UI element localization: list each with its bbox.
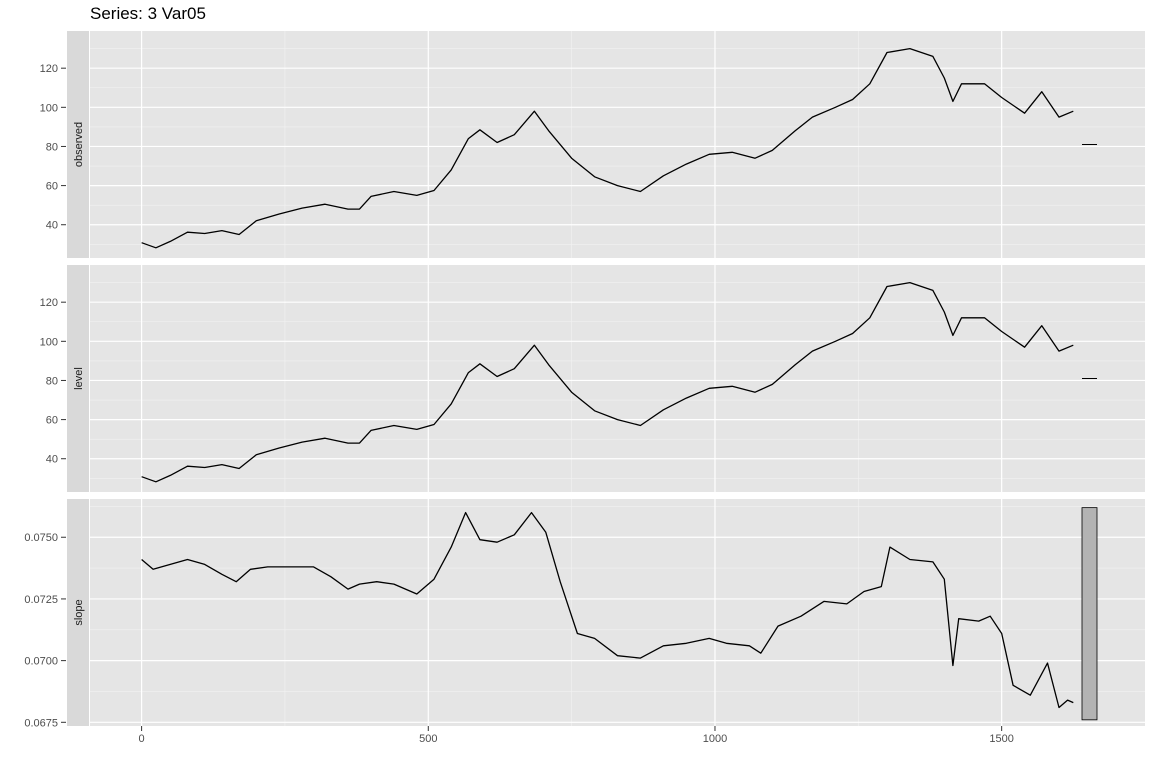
y-tick-label: 100	[40, 102, 58, 114]
chart-title: Series: 3 Var05	[90, 4, 206, 23]
panel-background	[90, 265, 1145, 492]
y-tick-label: 60	[46, 415, 58, 427]
panel-slope: slope 0.0675 0.0700 0.0725 0.0750	[24, 499, 1145, 729]
series-line-level	[141, 281, 1074, 483]
strip-label: slope	[73, 599, 85, 625]
y-tick-label: 60	[46, 181, 58, 193]
x-tick-label: 1500	[989, 733, 1013, 745]
panel-observed: observed 40 60 80 100 120	[40, 31, 1145, 258]
strip-level	[67, 265, 89, 492]
y-tick-label: 0.0725	[24, 594, 58, 606]
side-bar	[1081, 507, 1098, 721]
series-line-slope	[141, 511, 1074, 709]
y-tick-label: 100	[40, 336, 58, 348]
y-tick-label: 0.0675	[24, 717, 58, 729]
series-line-observed	[141, 47, 1074, 249]
x-tick-label: 500	[419, 733, 437, 745]
panel-level: level 40 60 80 100 120	[40, 265, 1145, 492]
y-tick-label: 120	[40, 63, 58, 75]
y-tick-label: 40	[46, 220, 58, 232]
strip-label: observed	[73, 122, 85, 167]
y-tick-label: 80	[46, 141, 58, 153]
y-tick-label: 80	[46, 375, 58, 387]
strip-slope	[67, 499, 89, 726]
panel-background	[90, 499, 1145, 726]
strip-observed	[67, 31, 89, 258]
y-tick-label: 120	[40, 297, 58, 309]
panel-background	[90, 31, 1145, 258]
x-tick-label: 0	[139, 733, 145, 745]
y-tick-label: 0.0700	[24, 656, 58, 668]
y-tick-label: 0.0750	[24, 532, 58, 544]
y-tick-label: 40	[46, 454, 58, 466]
x-tick-label: 1000	[703, 733, 727, 745]
strip-label: level	[73, 367, 85, 390]
